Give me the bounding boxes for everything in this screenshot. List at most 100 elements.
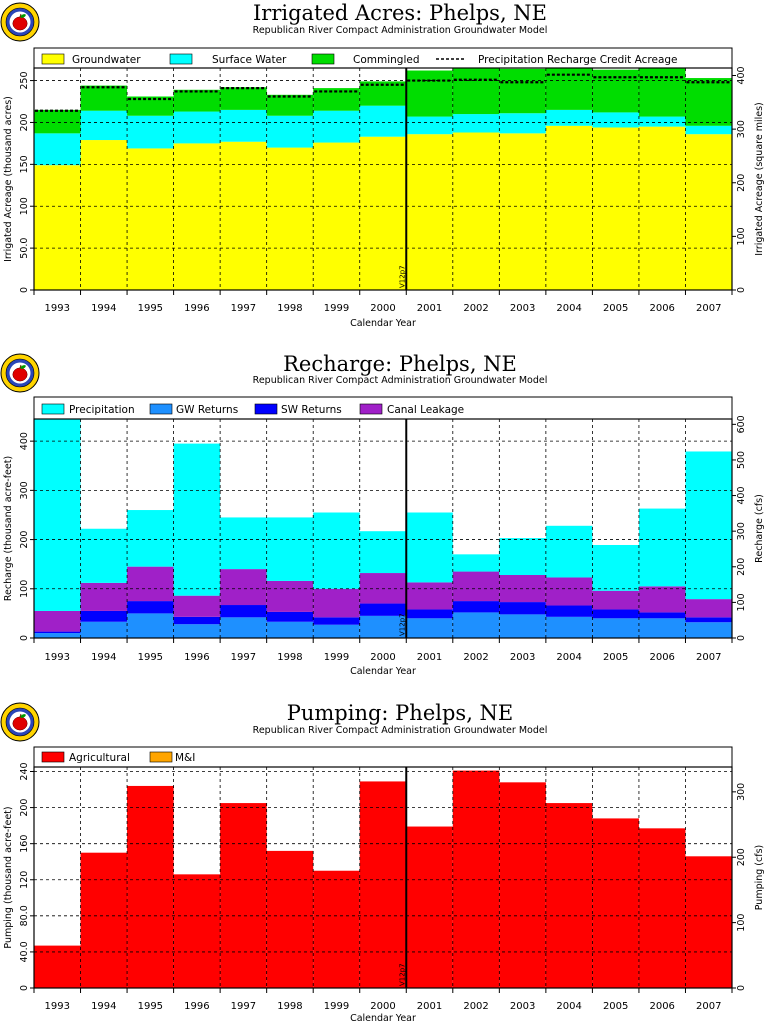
chart-title: Irrigated Acres: Phelps, NE: [253, 1, 547, 25]
bar-commingled-2003: [499, 68, 546, 114]
x-tick-label-1999: 1999: [324, 652, 349, 663]
bar-commingled-2006: [638, 68, 686, 117]
y-tick-label: 80.0: [19, 905, 30, 926]
y-axis-label: Recharge (thousand acre-feet): [3, 456, 14, 601]
bar-precipitation-1998: [266, 517, 314, 581]
y-axis-right: 0 100 200 300 400 Irrigated Acreage (square m…: [732, 66, 765, 293]
plot-frame: [33, 67, 733, 291]
bar-groundwater-1998: [266, 147, 314, 290]
bars: [34, 770, 732, 988]
legend-swatch-precipitation: [41, 403, 65, 415]
legend-box: [33, 746, 733, 768]
y-tick-label-right: 200: [736, 848, 747, 866]
y-tick-label-right: 600: [736, 415, 747, 433]
logo-apple: [12, 716, 28, 731]
legend-swatch-sw-returns: [254, 403, 278, 415]
bar-surface-water-2005: [592, 112, 639, 128]
y-tick-label-right: 400: [736, 486, 747, 504]
y-axis-label: Pumping (thousand acre-feet): [3, 806, 14, 948]
y-tick-label-right: 100: [736, 227, 747, 245]
bar-groundwater-1996: [173, 143, 221, 290]
bar-surface-water-1994: [80, 110, 128, 141]
bar-agricultural-1994: [80, 852, 128, 988]
bar-sw-returns-1999: [313, 617, 360, 625]
y-tick-label: 200: [19, 113, 30, 131]
bar-groundwater-2006: [638, 126, 686, 290]
bar-commingled-1994: [80, 85, 128, 111]
bar-gw-returns-1995: [127, 613, 174, 638]
bar-sw-returns-2003: [499, 602, 546, 615]
y-tick-label: 0: [19, 287, 30, 293]
y-tick-label: 0: [19, 635, 30, 641]
logo-stem: [19, 13, 22, 18]
bar-groundwater-1995: [127, 148, 174, 290]
bar-groundwater-2007: [685, 134, 732, 290]
x-tick-label-1996: 1996: [184, 1001, 209, 1012]
bar-precipitation-2000: [359, 531, 407, 574]
bar-precipitation-2006: [638, 508, 686, 587]
y-tick-label: 150: [19, 155, 30, 173]
bar-surface-water-2004: [545, 109, 593, 126]
bar-precipitation-1995: [127, 510, 174, 567]
bar-groundwater-2000: [359, 136, 407, 290]
logo-apple: [12, 367, 28, 382]
v12p7-marker-label: V12p7: [398, 963, 406, 986]
x-tick-label-1993: 1993: [45, 303, 70, 314]
bar-surface-water-2003: [499, 113, 546, 134]
legend: Agricultural M&I: [33, 746, 733, 768]
bar-agricultural-2001: [406, 826, 453, 988]
bar-commingled-1999: [313, 88, 360, 111]
x-tick-label-2006: 2006: [649, 652, 674, 663]
x-tick-label-2005: 2005: [603, 652, 628, 663]
x-tick-label-2004: 2004: [556, 1001, 581, 1012]
x-axis: 1993 1994 1995 1996 1997 1998 1999 2000 2001 2002…: [33, 638, 733, 677]
x-tick-label-1999: 1999: [324, 1001, 349, 1012]
legend-swatch-groundwater: [41, 53, 65, 65]
bar-precipitation-2001: [406, 512, 453, 583]
y-axis-label-right: Recharge (cfs): [754, 494, 765, 563]
bar-sw-returns-1997: [220, 605, 267, 618]
x-tick-label-2007: 2007: [696, 303, 721, 314]
x-tick-label-1993: 1993: [45, 652, 70, 663]
y-axis-left: 0 40.0 80.0 120 160 200 240 Pumping (thousand a…: [3, 762, 34, 991]
bar-canal-leakage-2002: [452, 571, 500, 602]
bar-sw-returns-1993: [34, 631, 81, 634]
apple-logo-icon: [0, 702, 40, 742]
y-tick-label: 100: [19, 197, 30, 215]
legend: Precipitation GW Returns SW Returns Canal L…: [33, 396, 733, 420]
y-tick-label: 40.0: [19, 941, 30, 962]
v12p7-marker-label: V12p7: [398, 613, 406, 636]
bar-commingled-2002: [452, 68, 500, 115]
bar-agricultural-2000: [359, 781, 407, 988]
x-tick-label-2005: 2005: [603, 303, 628, 314]
bar-precipitation-1993: [34, 419, 81, 611]
bar-agricultural-1998: [266, 850, 314, 988]
bar-canal-leakage-1995: [127, 566, 174, 602]
y-tick-label: 300: [19, 481, 30, 499]
y-tick-label-right: 0: [736, 985, 747, 991]
x-tick-label-2000: 2000: [370, 303, 395, 314]
bar-commingled-1996: [173, 89, 221, 112]
y-tick-label: 200: [19, 531, 30, 549]
bar-surface-water-1995: [127, 115, 174, 149]
x-axis-label: Calendar Year: [350, 318, 416, 329]
x-tick-label-1994: 1994: [91, 1001, 116, 1012]
y-tick-label: 50.0: [19, 238, 30, 259]
bars: [34, 419, 732, 638]
y-tick-label-right: 200: [736, 558, 747, 576]
bar-surface-water-2000: [359, 105, 407, 137]
bars: [34, 68, 732, 290]
x-axis: 1993 1994 1995 1996 1997 1998 1999 2000 2001 2002…: [33, 988, 733, 1024]
x-tick-label-1996: 1996: [184, 652, 209, 663]
bar-canal-leakage-2006: [638, 586, 686, 613]
x-tick-label-1995: 1995: [138, 1001, 163, 1012]
x-axis-label: Calendar Year: [350, 1013, 416, 1024]
bar-groundwater-1993: [34, 165, 81, 290]
y-axis-right: 0 100 200 300 400 500 600 Recharge (cfs): [732, 415, 765, 641]
x-tick-label-2001: 2001: [417, 652, 442, 663]
x-tick-label-2004: 2004: [556, 303, 581, 314]
bar-commingled-1993: [34, 109, 81, 134]
bar-gw-returns-1999: [313, 624, 360, 638]
